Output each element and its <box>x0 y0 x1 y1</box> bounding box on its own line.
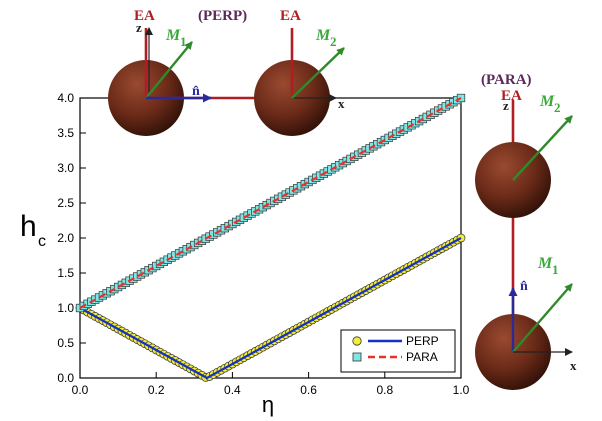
moment-2-arrow-para <box>512 115 573 181</box>
easy-axis-left-label-perp: EA <box>134 8 155 24</box>
moment-2-label-perp: M 2 <box>315 27 337 49</box>
y-tick-label: 3.0 <box>57 161 74 175</box>
y-axis-label: h c <box>20 210 46 250</box>
z-label-perp: z <box>136 20 142 35</box>
x-axis-label: η <box>262 392 274 417</box>
y-tick-label: 4.0 <box>57 91 74 105</box>
legend-marker-perp <box>352 336 362 346</box>
easy-axis-label-para: EA <box>501 88 522 104</box>
y-tick-label: 0.5 <box>57 336 74 350</box>
inset-perp: EA z M 1 n̂ (PERP) EA x M 2 <box>108 8 345 136</box>
y-tick-label: 2.0 <box>57 231 74 245</box>
title-perp: (PERP) <box>198 8 247 24</box>
y-tick-label: 1.0 <box>57 301 74 315</box>
normal-label-perp: n̂ <box>192 84 200 99</box>
x-tick-label: 0.2 <box>148 383 165 397</box>
moment-1-arrow <box>145 41 193 99</box>
svg-text:c: c <box>38 233 46 250</box>
inset-para: (PARA) EA z M 2 n̂ M 1 x <box>475 72 577 390</box>
legend-item-para: PARA <box>352 350 438 364</box>
x-label-perp: x <box>338 96 345 111</box>
title-para: (PARA) <box>481 72 532 88</box>
x-label-para: x <box>570 358 577 373</box>
y-tick-label: 3.5 <box>57 126 74 140</box>
series-para <box>75 93 466 313</box>
x-tick-label: 0.8 <box>376 383 393 397</box>
svg-text:h: h <box>20 210 37 243</box>
normal-label-para: n̂ <box>520 279 528 294</box>
moment-1-arrow-para <box>512 283 573 353</box>
legend-item-perp: PERP <box>352 334 439 348</box>
x-axis-ticks: 0.0 0.2 0.4 0.6 0.8 1.0 <box>72 372 470 397</box>
svg-text:M: M <box>539 93 555 110</box>
legend-label-para: PARA <box>406 350 438 364</box>
moment-2-label-para: M 2 <box>539 93 561 115</box>
svg-text:M: M <box>165 27 181 44</box>
svg-text:1: 1 <box>180 34 187 49</box>
legend-label-perp: PERP <box>406 334 439 348</box>
easy-axis-right-label-perp: EA <box>280 8 301 24</box>
svg-text:2: 2 <box>330 34 337 49</box>
moment-1-label-perp: M 1 <box>165 27 187 49</box>
svg-text:M: M <box>315 27 331 44</box>
x-tick-label: 0.6 <box>300 383 317 397</box>
y-tick-label: 0.0 <box>57 371 74 385</box>
legend-marker-para <box>352 352 362 362</box>
z-label-para: z <box>503 98 509 113</box>
legend: PERP PARA <box>340 329 456 373</box>
x-tick-label: 0.4 <box>224 383 241 397</box>
legend-box <box>340 329 456 373</box>
x-tick-label: 1.0 <box>453 383 470 397</box>
series-line-para <box>79 97 462 309</box>
moment-2-arrow <box>291 47 345 99</box>
y-axis-ticks: 0.0 0.5 1.0 1.5 2.0 2.5 3.0 3.5 4.0 <box>57 91 86 385</box>
series-layer <box>75 93 466 382</box>
y-tick-label: 1.5 <box>57 266 74 280</box>
svg-text:2: 2 <box>554 100 561 115</box>
series-line-perp <box>79 237 462 380</box>
x-tick-label: 0.0 <box>72 383 89 397</box>
svg-text:M: M <box>537 255 553 272</box>
series-perp <box>75 233 466 382</box>
moment-1-label-para: M 1 <box>537 255 559 277</box>
svg-text:1: 1 <box>552 262 559 277</box>
y-tick-label: 2.5 <box>57 196 74 210</box>
